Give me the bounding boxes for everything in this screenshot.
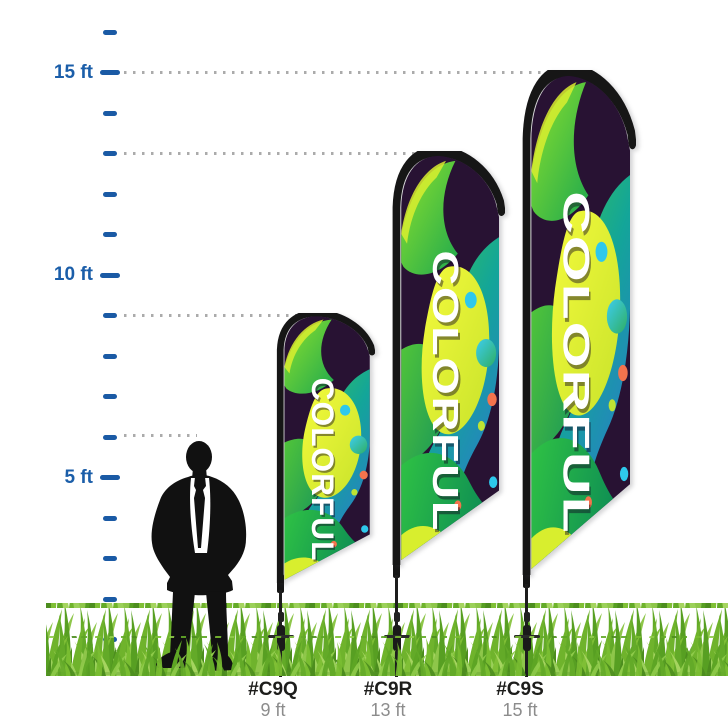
product-code: #C9Q bbox=[248, 679, 298, 700]
man-head bbox=[186, 441, 212, 473]
guide-line-9ft bbox=[124, 314, 330, 317]
ruler-label-15ft: 15 ft bbox=[53, 61, 93, 83]
ruler-label-5ft: 5 ft bbox=[64, 466, 94, 488]
ruler-tick-5ft bbox=[100, 475, 120, 480]
guide-line-15ft bbox=[124, 71, 600, 74]
ruler-tick-7ft bbox=[103, 394, 117, 399]
flag-c9s-pole-connector bbox=[523, 612, 530, 622]
product-size: 13 ft bbox=[370, 700, 406, 720]
product-label-c9s: #C9S 15 ft bbox=[450, 679, 590, 720]
ruler-tick-11ft bbox=[103, 232, 117, 237]
flag-banner-c9q bbox=[272, 313, 375, 583]
product-code: #C9R bbox=[363, 679, 413, 700]
ruler-tick-12ft bbox=[103, 191, 117, 197]
product-code: #C9S bbox=[496, 679, 544, 700]
ruler-tick-10ft bbox=[100, 272, 120, 278]
man-silhouette bbox=[151, 441, 247, 671]
flag-c9r-pole-connector bbox=[393, 612, 400, 622]
guide-line-6ft bbox=[124, 434, 197, 437]
ruler-tick-4ft bbox=[103, 515, 117, 521]
flag-banner-c9r bbox=[387, 151, 505, 565]
ruler-tick-14ft bbox=[103, 110, 117, 116]
ruler-tick-15ft bbox=[100, 70, 120, 75]
product-size: 15 ft bbox=[502, 700, 538, 720]
grass-front bbox=[46, 634, 728, 676]
flag-c9r-pole bbox=[393, 556, 400, 578]
ruler-tick-2ft bbox=[103, 596, 117, 602]
ruler-tick-6ft bbox=[103, 434, 117, 440]
product-size: 9 ft bbox=[260, 700, 286, 720]
flag-c9q-pole bbox=[276, 574, 284, 593]
product-label-c9q: #C9Q 9 ft bbox=[203, 679, 343, 720]
ruler-tick-8ft bbox=[103, 353, 117, 359]
guide-line-13ft bbox=[124, 152, 445, 155]
flag-c9q-pole-connector bbox=[277, 612, 284, 622]
ruler-tick-3ft bbox=[103, 556, 117, 561]
flag-banner-c9s bbox=[517, 70, 636, 575]
ruler-tick-9ft bbox=[103, 313, 117, 318]
man-tie bbox=[194, 477, 206, 548]
ruler-tick-13ft bbox=[103, 151, 117, 156]
ruler-tick-16ft bbox=[103, 29, 117, 35]
product-label-c9r: #C9R 13 ft bbox=[318, 679, 458, 720]
flag-c9s-pole bbox=[523, 566, 530, 588]
ruler-label-10ft: 10 ft bbox=[53, 264, 93, 285]
